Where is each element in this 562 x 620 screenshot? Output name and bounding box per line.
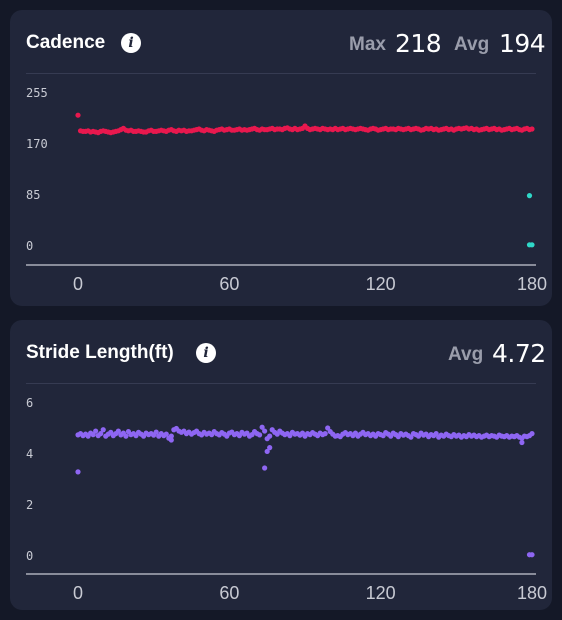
- cadence-avg-value: 194: [499, 29, 546, 58]
- cadence-max-label: Max: [349, 34, 386, 55]
- data-point: [262, 428, 268, 434]
- y-tick-label: 255: [26, 86, 48, 100]
- x-tick-label: 60: [219, 274, 239, 294]
- y-tick-label: 85: [26, 188, 40, 202]
- y-tick-label: 0: [26, 239, 33, 253]
- stride-avg-label: Avg: [448, 344, 484, 365]
- y-tick-label: 0: [26, 549, 33, 563]
- data-point: [168, 433, 174, 439]
- series-0: [75, 424, 535, 475]
- cadence-avg-label: Avg: [454, 34, 490, 55]
- data-point: [93, 428, 99, 434]
- data-point: [529, 242, 535, 248]
- series-1: [526, 552, 535, 558]
- data-point: [115, 428, 121, 434]
- stride-chart: 6 4 2 0 0 60 120 180: [26, 396, 547, 603]
- data-point: [267, 433, 273, 439]
- data-point: [529, 126, 535, 132]
- x-tick-label: 60: [219, 583, 239, 603]
- x-tick-label: 180: [517, 274, 547, 294]
- data-point: [75, 112, 81, 118]
- data-point: [526, 193, 533, 199]
- data-point: [262, 465, 268, 471]
- cadence-divider: [26, 73, 536, 74]
- stride-header: Stride Length(ft) i Avg 4.72: [10, 320, 552, 382]
- x-tick-label: 180: [517, 583, 547, 603]
- y-tick-label: 2: [26, 498, 33, 512]
- data-point: [168, 437, 174, 443]
- x-tick-label: 0: [73, 583, 83, 603]
- data-point: [259, 424, 265, 430]
- data-point: [98, 431, 104, 437]
- data-point: [529, 431, 535, 437]
- info-icon[interactable]: i: [196, 343, 216, 363]
- data-point: [267, 445, 273, 451]
- data-point: [100, 427, 106, 433]
- data-point: [519, 439, 525, 446]
- stride-title: Stride Length(ft): [26, 342, 174, 363]
- series-0: [75, 112, 535, 136]
- cadence-card: Cadence i Max 218 Avg 194 255 170 85 0 0 60 12…: [10, 10, 552, 306]
- x-tick-label: 120: [366, 274, 396, 294]
- series-1: [526, 193, 535, 248]
- x-tick-label: 0: [73, 274, 83, 294]
- data-point: [322, 431, 328, 437]
- stride-card: Stride Length(ft) i Avg 4.72 6 4 2 0 0 60 120 1…: [10, 320, 552, 610]
- data-point: [123, 433, 129, 439]
- data-point: [163, 431, 169, 437]
- cadence-header: Cadence i Max 218 Avg 194: [10, 10, 552, 72]
- y-tick-label: 170: [26, 137, 48, 151]
- data-point: [264, 448, 270, 455]
- data-point: [257, 432, 263, 438]
- data-point: [75, 469, 81, 475]
- cadence-title: Cadence: [26, 32, 106, 53]
- stride-divider: [26, 383, 536, 384]
- y-tick-label: 6: [26, 396, 33, 410]
- info-icon[interactable]: i: [121, 33, 141, 53]
- x-tick-label: 120: [366, 583, 396, 603]
- y-tick-label: 4: [26, 447, 33, 461]
- data-point: [153, 429, 159, 435]
- cadence-max-value: 218: [395, 29, 442, 58]
- data-point: [529, 552, 535, 558]
- stride-avg-value: 4.72: [492, 339, 546, 368]
- cadence-chart: 255 170 85 0 0 60 120 180: [26, 86, 547, 294]
